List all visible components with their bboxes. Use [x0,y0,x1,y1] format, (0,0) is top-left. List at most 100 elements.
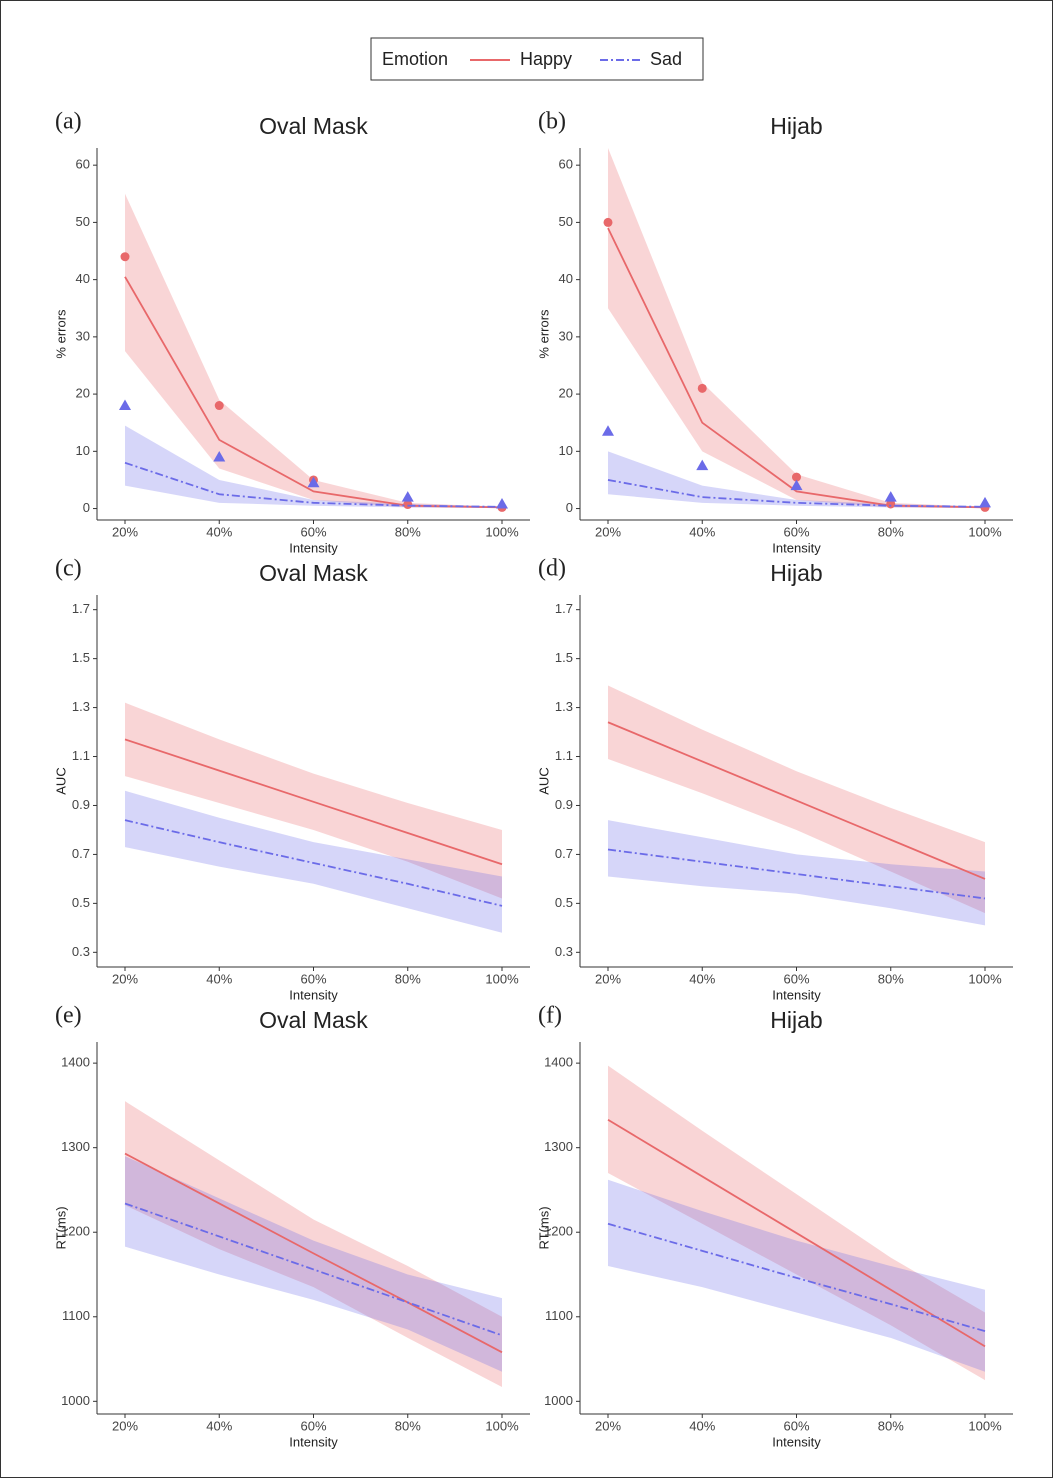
x-axis-label: Intensity [289,1434,338,1449]
y-tick-label: 20 [76,386,90,401]
x-tick-label: 20% [112,971,138,986]
y-tick-label: 60 [76,157,90,172]
y-tick-label: 1400 [61,1055,90,1070]
fit-line [124,738,503,866]
observed-point [401,491,414,502]
y-axis-label: RT(ms) [53,1206,68,1249]
x-tick-label: 20% [112,524,138,539]
fit-line [607,1119,986,1348]
x-axis-label: Intensity [772,1434,821,1449]
x-tick-label: 100% [968,971,1002,986]
fit-line [124,461,503,508]
y-tick-label: 1.7 [555,601,573,616]
y-tick-label: 1.5 [72,650,90,665]
x-tick-label: 60% [300,524,326,539]
observed-point [307,476,320,488]
observed-point [884,491,897,502]
legend-label: Sad [650,49,682,69]
y-tick-label: 30 [559,328,573,343]
y-tick-label: 20 [559,386,573,401]
confidence-band [608,820,985,926]
confidence-band [125,790,502,933]
x-axis-label: Intensity [772,540,821,555]
observed-point [792,472,801,482]
panel-label: (c) [55,556,82,582]
observed-point [403,500,413,510]
y-tick-label: 1.1 [72,748,90,763]
observed-point [696,459,709,471]
observed-point [697,383,707,393]
y-tick-label: 1300 [61,1139,90,1154]
y-axis-label: % errors [536,309,551,359]
y-tick-label: 1100 [62,1308,90,1323]
observed-point [979,496,991,508]
x-tick-label: 20% [112,1418,138,1433]
observed-point [603,217,613,227]
fit-line [607,721,986,880]
y-axis-label: AUC [53,767,68,794]
confidence-band [125,425,502,508]
x-tick-label: 100% [968,1418,1002,1433]
x-axis-label: Intensity [289,987,338,1002]
confidence-band [125,1156,502,1372]
legend-title: Emotion [382,49,448,69]
y-tick-label: 1.3 [72,699,90,714]
y-tick-label: 1.7 [72,601,90,616]
x-tick-label: 60% [783,524,809,539]
y-tick-label: 1100 [545,1308,573,1323]
x-tick-label: 20% [595,524,621,539]
y-axis-label: % errors [53,309,68,359]
chart-title: Oval Mask [259,113,368,139]
y-tick-label: 30 [76,328,90,343]
chart-title: Oval Mask [259,1007,368,1033]
x-tick-label: 60% [300,1418,326,1433]
fit-line [124,819,503,907]
confidence-band [608,451,985,508]
confidence-band [608,148,985,508]
y-tick-label: 1.3 [555,699,573,714]
chart-title: Hijab [770,560,822,586]
x-tick-label: 80% [878,971,904,986]
confidence-band [125,1101,502,1387]
panel-label: (f) [538,1003,562,1029]
observed-point [886,499,896,509]
y-axis-label: RT(ms) [536,1206,551,1249]
fit-line [607,848,986,900]
confidence-band [608,685,985,914]
x-tick-label: 100% [485,524,519,539]
y-tick-label: 10 [76,443,90,458]
x-tick-label: 80% [395,524,421,539]
y-tick-label: 0.9 [72,797,90,812]
observed-point [119,399,131,411]
x-tick-label: 40% [206,971,232,986]
y-tick-label: 1200 [544,1224,573,1239]
x-tick-label: 40% [689,524,715,539]
y-tick-label: 1000 [61,1393,90,1408]
y-tick-label: 0.3 [72,944,90,959]
y-tick-label: 50 [76,214,90,229]
legend-label: Happy [520,49,572,69]
y-tick-label: 0.9 [555,797,573,812]
y-axis-label: AUC [536,767,551,794]
y-tick-label: 0.5 [72,895,90,910]
x-tick-label: 60% [783,971,809,986]
x-tick-label: 20% [595,971,621,986]
y-tick-label: 1300 [544,1139,573,1154]
fit-line [607,1222,986,1333]
fit-line [124,1152,503,1354]
observed-point [120,252,130,262]
fit-line [124,276,503,509]
y-tick-label: 0.7 [555,846,573,861]
confidence-band [608,1065,985,1381]
y-tick-label: 50 [559,214,573,229]
x-tick-label: 80% [878,1418,904,1433]
y-tick-label: 1400 [544,1055,573,1070]
observed-point [602,425,614,436]
x-tick-label: 80% [395,1418,421,1433]
x-tick-label: 60% [300,971,326,986]
y-tick-label: 1000 [544,1393,573,1408]
y-tick-label: 1.5 [555,650,573,665]
x-tick-label: 40% [206,1418,232,1433]
